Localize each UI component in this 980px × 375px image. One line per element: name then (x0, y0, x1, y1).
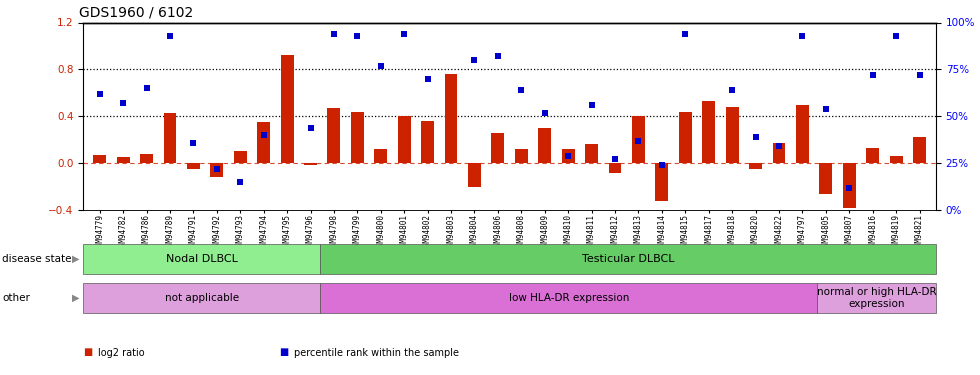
Bar (83, 283, 320, 313)
Bar (796, 105, 808, 163)
Bar (514, 149, 528, 163)
Text: ▶: ▶ (72, 254, 79, 264)
Point (748, 134, 763, 140)
Text: low HLA-DR expression: low HLA-DR expression (509, 293, 629, 303)
Bar (320, 283, 817, 313)
Point (724, 87, 740, 93)
Bar (609, 163, 621, 172)
Point (911, 72, 927, 78)
Bar (351, 112, 364, 163)
Bar (445, 74, 458, 163)
Point (326, 31, 342, 37)
Bar (83, 244, 320, 274)
Point (630, 138, 646, 144)
Bar (772, 143, 785, 163)
Bar (280, 56, 294, 163)
Point (232, 179, 248, 185)
Text: GDS1960 / 6102: GDS1960 / 6102 (79, 6, 193, 20)
Point (139, 85, 155, 91)
Bar (491, 133, 505, 163)
Text: ■: ■ (83, 348, 92, 357)
Point (584, 102, 600, 108)
Text: normal or high HLA-DR
expression: normal or high HLA-DR expression (817, 287, 937, 309)
Text: other: other (2, 293, 29, 303)
Point (209, 166, 224, 172)
Point (701, 4, 716, 10)
Bar (374, 149, 387, 163)
Point (864, 72, 880, 78)
Point (654, 162, 669, 168)
Point (490, 53, 506, 59)
Bar (93, 155, 106, 163)
Bar (656, 163, 668, 201)
Point (466, 57, 482, 63)
Bar (211, 163, 223, 177)
Bar (538, 128, 551, 163)
Bar (819, 163, 832, 194)
Point (537, 110, 553, 116)
Point (185, 140, 201, 146)
Bar (140, 154, 153, 163)
Point (350, 33, 366, 39)
Bar (725, 107, 739, 163)
Point (795, 33, 810, 39)
Bar (890, 156, 903, 163)
Bar (117, 157, 129, 163)
Text: Nodal DLBCL: Nodal DLBCL (166, 254, 238, 264)
Point (116, 100, 131, 106)
Bar (327, 108, 340, 163)
Text: not applicable: not applicable (165, 293, 239, 303)
Bar (421, 121, 434, 163)
Point (162, 33, 177, 39)
Bar (866, 148, 879, 163)
Point (608, 156, 623, 162)
Bar (187, 163, 200, 169)
Text: percentile rank within the sample: percentile rank within the sample (294, 348, 459, 357)
Point (303, 124, 318, 130)
Text: ▶: ▶ (72, 293, 79, 303)
Bar (843, 163, 856, 208)
Bar (913, 137, 926, 163)
Point (842, 184, 858, 190)
Point (419, 76, 435, 82)
Bar (304, 163, 317, 165)
Point (514, 87, 529, 93)
Bar (562, 149, 574, 163)
Point (92, 91, 108, 97)
Bar (632, 116, 645, 163)
Bar (817, 283, 936, 313)
Text: ■: ■ (279, 348, 288, 357)
Bar (585, 144, 598, 163)
Bar (703, 101, 715, 163)
Bar (468, 163, 481, 187)
Text: disease state: disease state (2, 254, 72, 264)
Bar (164, 113, 176, 163)
Bar (234, 152, 247, 163)
Point (396, 31, 412, 37)
Text: log2 ratio: log2 ratio (98, 348, 145, 357)
Bar (320, 244, 936, 274)
Bar (398, 116, 411, 163)
Point (373, 63, 389, 69)
Bar (749, 163, 762, 169)
Point (256, 132, 271, 138)
Bar (257, 122, 270, 163)
Point (818, 106, 834, 112)
Bar (679, 112, 692, 163)
Point (677, 31, 693, 37)
Point (888, 33, 904, 39)
Point (771, 143, 787, 149)
Point (561, 153, 576, 159)
Text: Testicular DLBCL: Testicular DLBCL (582, 254, 674, 264)
